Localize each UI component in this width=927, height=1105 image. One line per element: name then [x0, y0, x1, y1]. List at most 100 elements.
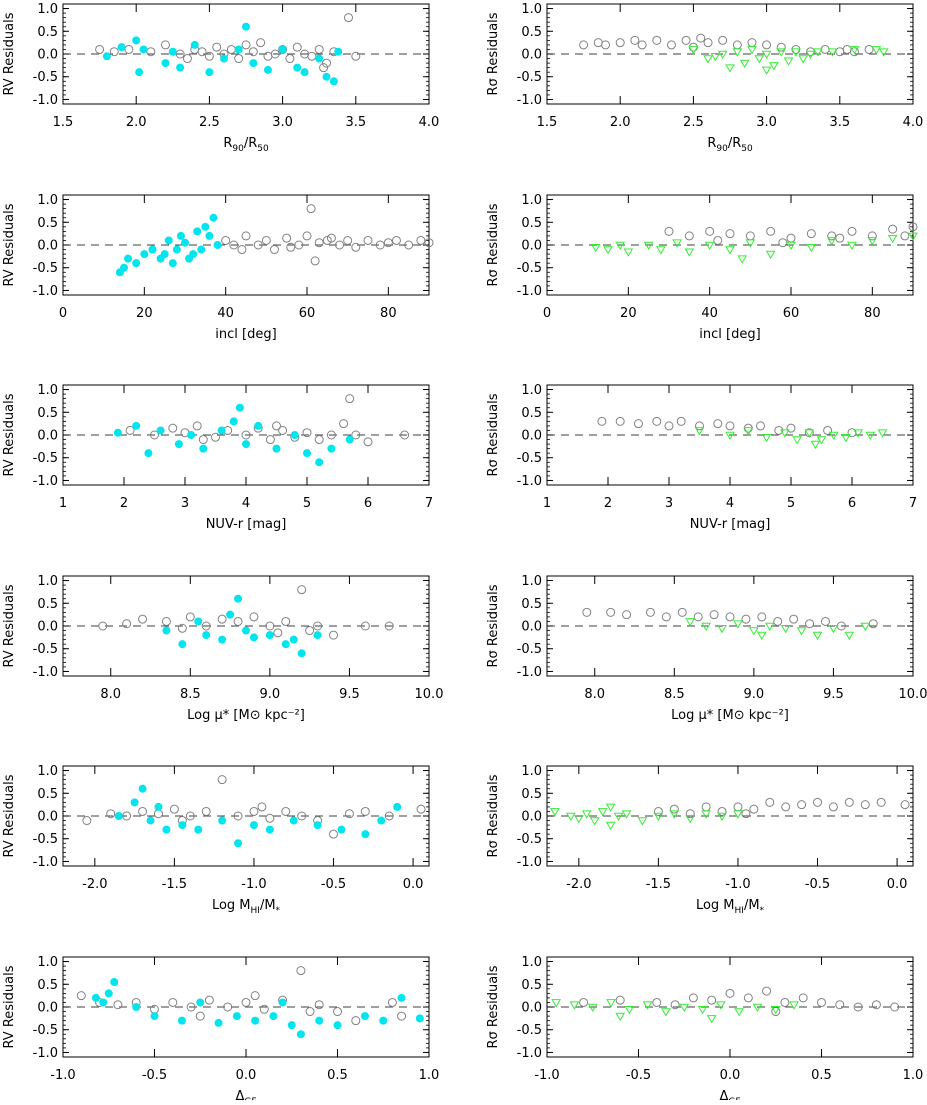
data-point — [297, 811, 307, 821]
data-point — [797, 800, 807, 810]
data-point — [709, 610, 719, 620]
x-axis-label-part: /R — [728, 136, 741, 151]
y-tick-label: 0.5 — [521, 787, 542, 802]
data-point — [329, 829, 339, 839]
data-point — [771, 1007, 781, 1017]
x-tick-label: 0.0 — [887, 877, 908, 892]
data-point — [828, 802, 838, 812]
data-point — [204, 51, 214, 61]
data-point — [717, 624, 727, 634]
data-point — [397, 993, 406, 1002]
data-point — [302, 231, 312, 241]
data-point — [209, 213, 218, 222]
y-tick-label: -0.5 — [33, 642, 58, 657]
data-point — [550, 808, 560, 817]
data-point — [741, 614, 751, 624]
data-point — [733, 802, 743, 812]
data-point — [168, 259, 177, 268]
data-point — [257, 802, 267, 812]
data-point — [235, 403, 244, 412]
y-tick-label: 0.0 — [521, 1001, 542, 1016]
data-point — [76, 991, 86, 1001]
data-point — [278, 998, 287, 1007]
data-point — [579, 997, 589, 1007]
x-tick-label: -1.0 — [50, 1068, 75, 1083]
data-point — [168, 47, 177, 56]
data-point — [908, 232, 918, 241]
data-point — [233, 811, 243, 821]
data-point — [878, 48, 889, 57]
data-point — [637, 817, 648, 826]
x-axis-label-part: Δ — [719, 1089, 728, 1100]
data-point — [335, 240, 345, 250]
data-point — [615, 995, 625, 1005]
data-point — [743, 993, 753, 1003]
data-point — [579, 40, 589, 50]
data-point — [756, 421, 765, 431]
data-point — [186, 1002, 196, 1012]
data-point — [717, 812, 727, 821]
y-tick-label: 0.0 — [37, 48, 58, 63]
data-point — [314, 238, 324, 248]
data-point — [798, 993, 808, 1003]
data-point — [174, 440, 183, 449]
data-point — [305, 1007, 315, 1017]
data-point — [637, 40, 647, 50]
y-axis-label: Rσ Residuals — [486, 393, 501, 476]
data-point — [125, 425, 135, 435]
data-point — [233, 616, 243, 626]
y-tick-label: 0.5 — [37, 25, 58, 40]
x-axis-label-subscript: * — [276, 906, 281, 916]
x-tick-label: -0.5 — [626, 1068, 651, 1083]
data-point — [306, 204, 316, 214]
data-point — [313, 821, 322, 830]
data-point — [333, 1007, 342, 1017]
x-tick-label: 1.0 — [903, 1068, 924, 1083]
x-tick-label: 40 — [217, 306, 234, 321]
panel-5: -1.0 -0.5 0.0 0.5 1.0 1 2 3 4 5 6 7 RV Residuals NUV-… — [2, 383, 433, 532]
data-point — [161, 616, 171, 626]
data-point — [172, 245, 181, 254]
data-point — [603, 246, 613, 255]
y-tick-label: 1.0 — [37, 764, 58, 779]
data-point — [218, 816, 227, 825]
y-tick-label: 0.0 — [521, 48, 542, 63]
x-axis-label-subscript: * — [760, 906, 765, 916]
y-tick-label: 1.0 — [37, 955, 58, 970]
y-tick-label: -1.0 — [517, 284, 542, 299]
data-point — [241, 997, 251, 1007]
data-point — [745, 231, 755, 241]
data-point — [261, 235, 271, 245]
data-point — [138, 784, 147, 793]
x-tick-label: 1 — [543, 496, 551, 511]
data-point — [593, 38, 603, 48]
data-point — [661, 612, 671, 622]
y-tick-label: 1.0 — [521, 764, 542, 779]
data-point — [213, 241, 222, 249]
data-point — [624, 1005, 635, 1015]
x-tick-label: 3.5 — [345, 115, 366, 130]
data-point — [314, 1000, 324, 1010]
x-axis-label: incl [deg] — [215, 327, 276, 342]
data-point — [871, 46, 882, 55]
y-tick-label: -1.0 — [517, 855, 542, 870]
data-point — [344, 809, 354, 819]
x-tick-label: 0 — [59, 306, 67, 321]
data-point — [178, 821, 187, 830]
x-tick-label: -2.0 — [566, 877, 591, 892]
data-point — [281, 640, 290, 649]
data-point — [780, 624, 791, 634]
x-tick-label: 4.0 — [903, 115, 924, 130]
y-tick-label: 0.0 — [521, 239, 542, 254]
data-point — [705, 226, 715, 236]
data-point — [792, 436, 802, 445]
data-point — [826, 237, 837, 246]
data-point — [339, 419, 349, 429]
data-point — [672, 239, 683, 248]
x-axis-label-subscript: HI — [251, 906, 260, 916]
y-tick-label: -0.5 — [33, 70, 58, 85]
data-point — [104, 989, 113, 998]
x-axis-label-subscript: 50 — [257, 144, 269, 154]
data-point — [676, 416, 686, 426]
